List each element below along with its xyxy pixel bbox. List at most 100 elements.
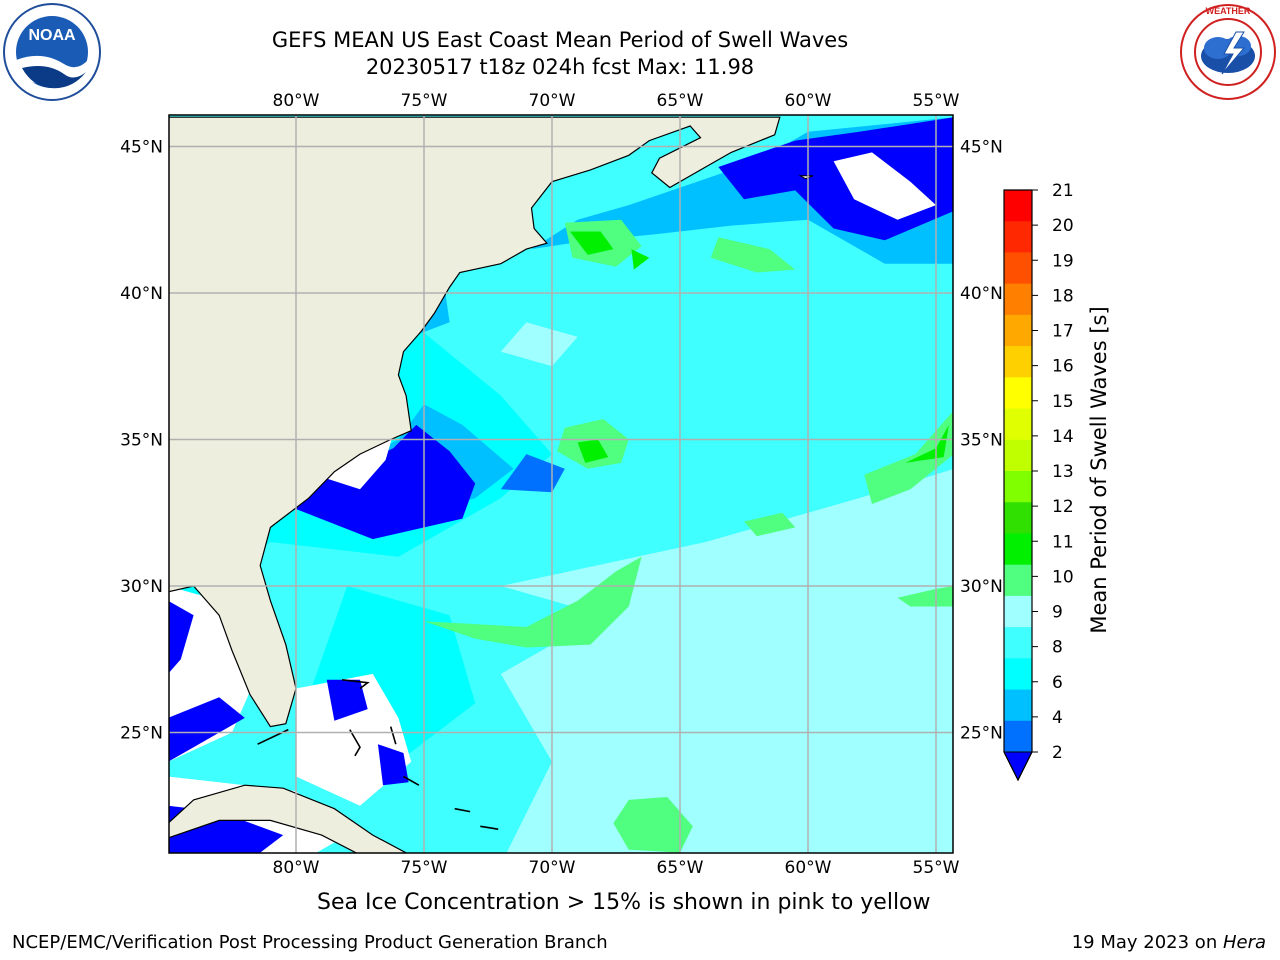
swell-region-midblue (500, 454, 565, 493)
swell-region-blue (169, 697, 245, 762)
colorbar-segment (1004, 314, 1032, 347)
lat-tick-label-left: 45°N (120, 138, 163, 158)
map-subtitle: 20230517 t18z 024h fcst Max: 11.98 (365, 55, 755, 79)
lat-tick-label-left: 35°N (120, 431, 163, 451)
lon-tick-label-top: 55°W (913, 91, 960, 111)
no-data-patch (833, 152, 936, 220)
lon-tick-label-top: 65°W (657, 91, 704, 111)
colorbar-segment (1004, 408, 1032, 441)
colorbar-segment (1004, 627, 1032, 659)
swell-region-green (577, 439, 609, 463)
colorbar-segment (1004, 221, 1032, 253)
island-coastline (342, 679, 370, 690)
north-america-land (169, 116, 781, 728)
lat-tick-label-right: 40°N (960, 284, 1003, 304)
colorbar-tick-label: 17 (1052, 322, 1074, 342)
lon-tick-label-top: 70°W (529, 91, 576, 111)
colorbar-segment (1004, 720, 1032, 753)
map-frame (168, 114, 954, 854)
colorbar-frame (1003, 189, 1033, 782)
colorbar-segment (1004, 595, 1032, 628)
map-plot-area (169, 115, 953, 853)
footer-date: 19 May 2023 on Hera (1072, 932, 1266, 953)
map-title: GEFS MEAN US East Coast Mean Period of S… (271, 28, 849, 52)
colorbar-tick-label: 10 (1052, 567, 1074, 587)
colorbar-tick-label: 14 (1052, 427, 1074, 447)
swell-region-pale (500, 469, 953, 853)
swell-region-blue (283, 424, 476, 540)
colorbar-under-arrow (1003, 751, 1033, 782)
footer-credit: NCEP/EMC/Verification Post Processing Pr… (12, 932, 608, 953)
swell-region-pale (500, 322, 578, 367)
swell-region-mint (424, 556, 642, 648)
colorbar-tick-label: 4 (1052, 708, 1063, 728)
sable-island-land (798, 175, 814, 180)
lat-tick-label-right: 45°N (960, 138, 1003, 158)
swell-region-green (905, 424, 949, 463)
island-coastline (454, 807, 471, 813)
swell-region-blue (169, 601, 194, 673)
colorbar-tick-label: 8 (1052, 638, 1063, 658)
island-coastline (349, 729, 361, 757)
colorbar-segment (1004, 377, 1032, 410)
swell-region-mint (710, 237, 796, 273)
sea-ice-footnote: Sea Ice Concentration > 15% is shown in … (317, 890, 931, 915)
noaa-logo-icon: NOAA (3, 3, 101, 101)
lat-tick-label-right: 25°N (960, 724, 1003, 744)
colorbar-segment (1004, 346, 1032, 378)
colorbar-segment (1004, 502, 1032, 534)
national-weather-service-logo-icon: WEATHER (1180, 4, 1276, 100)
lat-tick-label-right: 35°N (960, 431, 1003, 451)
colorbar-tick-label: 9 (1052, 603, 1063, 623)
lon-tick-label-bottom: 80°W (273, 858, 320, 878)
colorbar-tick-label: 16 (1052, 357, 1074, 377)
colorbar-tick-label: 12 (1052, 497, 1074, 517)
lat-tick-label-left: 25°N (120, 724, 163, 744)
footer-date-text: 19 May 2023 on (1071, 932, 1223, 953)
colorbar-tick-label: 20 (1052, 216, 1074, 236)
swell-region-mint (897, 586, 953, 607)
lon-tick-label-bottom: 65°W (657, 858, 704, 878)
swell-region-blue (326, 679, 368, 721)
lat-tick-label-left: 40°N (120, 284, 163, 304)
colorbar-segment (1004, 252, 1032, 285)
colorbar-tick-label: 2 (1052, 743, 1063, 763)
colorbar-tick-label: 21 (1052, 181, 1074, 201)
lon-tick-label-bottom: 75°W (401, 858, 448, 878)
cuba-land (169, 784, 408, 853)
noaa-logo-text: NOAA (28, 27, 76, 44)
swell-region-green (631, 249, 650, 270)
lon-tick-label-bottom: 55°W (913, 858, 960, 878)
lon-tick-label-top: 75°W (401, 91, 448, 111)
colorbar-segment (1004, 190, 1032, 222)
colorbar-segment (1004, 689, 1032, 722)
colorbar-tick-label: 6 (1052, 673, 1063, 693)
colorbar-segment (1004, 471, 1032, 503)
colorbar-tick-label: 11 (1052, 532, 1074, 552)
lon-tick-label-bottom: 60°W (785, 858, 832, 878)
swell-region-mint (864, 411, 953, 504)
colorbar-segment (1004, 533, 1032, 566)
island-coastline (403, 775, 420, 786)
lat-tick-label-right: 30°N (960, 577, 1003, 597)
lat-tick-label-left: 30°N (120, 577, 163, 597)
swell-region-mint (744, 512, 796, 537)
colorbar-tick-label: 18 (1052, 286, 1074, 306)
colorbar-tick-label: 13 (1052, 462, 1074, 482)
colorbar-tick-label: 15 (1052, 392, 1074, 412)
colorbar-segment (1004, 564, 1032, 597)
swell-region-blue (377, 744, 409, 786)
lon-tick-label-bottom: 70°W (529, 858, 576, 878)
swell-region-green (569, 231, 614, 255)
island-coastline (389, 726, 397, 745)
colorbar-axis-label: Mean Period of Swell Waves [s] (1087, 306, 1111, 633)
svg-text:WEATHER: WEATHER (1206, 6, 1251, 16)
colorbar-segment (1004, 439, 1032, 472)
island-coastline (480, 825, 499, 830)
colorbar-segment (1004, 283, 1032, 316)
colorbar-tick-label: 19 (1052, 251, 1074, 271)
lon-tick-label-top: 60°W (785, 91, 832, 111)
colorbar-segment (1004, 658, 1032, 691)
swell-region-mint (613, 797, 693, 853)
